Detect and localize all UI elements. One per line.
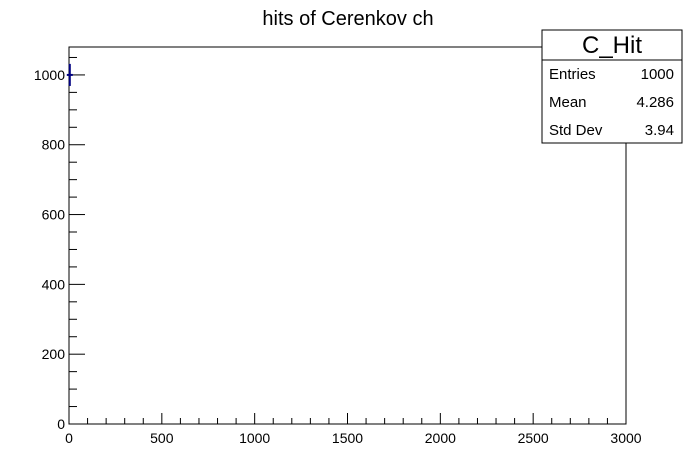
x-tick-label: 1500 (332, 430, 363, 446)
chart-title: hits of Cerenkov ch (262, 8, 433, 30)
stats-stddev-value: 3.94 (645, 122, 674, 139)
y-tick-label: 1000 (34, 67, 65, 83)
stats-box-frame (541, 29, 683, 144)
x-tick-label: 0 (65, 430, 73, 446)
stats-box: C_Hit Entries 1000 Mean 4.286 Std Dev 3.… (541, 29, 683, 144)
stats-entries-value: 1000 (641, 66, 674, 83)
y-tick-label: 200 (42, 346, 66, 362)
stats-mean-label: Mean (549, 94, 587, 111)
x-tick-label: 2500 (518, 430, 549, 446)
y-tick-label: 600 (42, 207, 66, 223)
x-axis: 0 500 1000 1500 2000 2500 3000 (65, 413, 642, 446)
x-tick-label: 2000 (425, 430, 456, 446)
stats-mean-value: 4.286 (636, 94, 674, 111)
x-tick-label: 500 (150, 430, 174, 446)
y-tick-label: 800 (42, 137, 66, 153)
stats-entries-label: Entries (549, 66, 596, 83)
x-tick-label: 3000 (610, 430, 641, 446)
stats-box-name: C_Hit (582, 32, 642, 59)
x-tick-label: 1000 (239, 430, 270, 446)
y-axis: 0 200 400 600 800 1000 (34, 56, 85, 432)
stats-stddev-label: Std Dev (549, 122, 603, 139)
y-tick-label: 0 (57, 416, 65, 432)
y-tick-label: 400 (42, 276, 66, 292)
data-layer (66, 63, 73, 86)
